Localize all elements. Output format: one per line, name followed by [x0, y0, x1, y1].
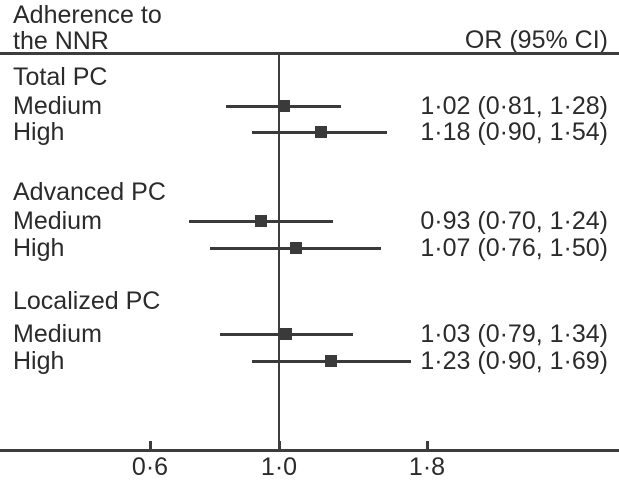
or-value: 1·18 (0·90, 1·54)	[420, 118, 608, 146]
x-axis-tick	[426, 441, 429, 449]
header-divider-line	[0, 52, 619, 55]
x-axis-tick-label: 0·6	[131, 453, 169, 481]
x-axis-tick	[149, 441, 152, 449]
row-label: Medium	[13, 92, 102, 120]
row-label: High	[13, 118, 65, 146]
x-axis-tick	[278, 441, 281, 449]
x-axis-tick-label: 1·0	[260, 453, 298, 481]
reference-line-1-0	[278, 55, 280, 449]
forest-point-marker	[315, 126, 327, 138]
x-axis-line	[0, 449, 619, 452]
or-value: 1·07 (0·76, 1·50)	[420, 234, 608, 262]
group-label: Advanced PC	[13, 178, 166, 206]
forest-point-marker	[290, 242, 302, 254]
forest-point-marker	[280, 328, 292, 340]
or-column-header: OR (95% CI)	[464, 26, 608, 54]
or-value: 1·23 (0·90, 1·69)	[420, 347, 608, 375]
figure-title-line2: the NNR	[13, 27, 109, 55]
row-label: High	[13, 347, 65, 375]
row-label: Medium	[13, 320, 102, 348]
forest-point-marker	[325, 355, 337, 367]
or-value: 1·03 (0·79, 1·34)	[420, 320, 608, 348]
forest-point-marker	[255, 215, 267, 227]
group-label: Localized PC	[13, 287, 161, 315]
or-value: 1·02 (0·81, 1·28)	[420, 92, 608, 120]
group-label: Total PC	[13, 63, 108, 91]
figure-title: Adherence to the NNR	[13, 2, 162, 54]
row-label: High	[13, 234, 65, 262]
row-label: Medium	[13, 207, 102, 235]
or-value: 0·93 (0·70, 1·24)	[420, 207, 608, 235]
figure-title-line1: Adherence to	[13, 1, 162, 29]
forest-point-marker	[278, 100, 290, 112]
x-axis-tick-label: 1·8	[408, 453, 446, 481]
